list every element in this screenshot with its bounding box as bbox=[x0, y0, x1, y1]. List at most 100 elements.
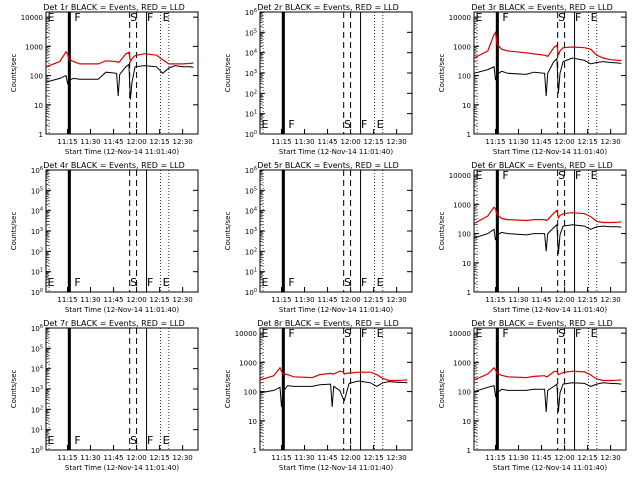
marker-label: F bbox=[575, 169, 581, 182]
y-axis-label: Counts/sec bbox=[438, 370, 446, 409]
chart-title: Det 3r BLACK = Events, RED = LLD bbox=[471, 3, 613, 12]
y-tick-label: 100 bbox=[458, 389, 471, 397]
marker-label: F bbox=[147, 11, 153, 24]
x-axis-label: Start Time (12-Nov-14 11:01:40) bbox=[65, 464, 179, 472]
chart-panel-1: Det 1r BLACK = Events, RED = LLD 1 10 100 10… bbox=[10, 3, 199, 156]
chart-panel-6: Det 6r BLACK = Events, RED = LLD 1 10 100 10… bbox=[438, 161, 627, 314]
marker-label: E bbox=[163, 434, 170, 447]
chart-panel-3: Det 3r BLACK = Events, RED = LLD 1 10 100 10… bbox=[438, 3, 627, 156]
y-tick-label: 102 bbox=[245, 89, 257, 98]
y-tick-label: 100 bbox=[458, 73, 471, 81]
y-tick-label: 106 bbox=[245, 8, 257, 17]
marker-label: E bbox=[163, 276, 170, 289]
marker-label: E bbox=[591, 327, 598, 340]
x-tick-label: 11:45 bbox=[103, 138, 123, 146]
marker-label: F bbox=[502, 327, 508, 340]
x-tick-label: 12:15 bbox=[364, 138, 384, 146]
chart-title: Det 5r BLACK = Events, RED = LLD bbox=[257, 161, 399, 170]
marker-label: S bbox=[344, 118, 351, 131]
marker-label: E bbox=[476, 327, 483, 340]
marker-label: E bbox=[262, 118, 269, 131]
series-events bbox=[473, 223, 622, 255]
y-tick-label: 104 bbox=[245, 207, 257, 216]
y-axis-label: Counts/sec bbox=[438, 212, 446, 251]
marker-label: S bbox=[130, 11, 137, 24]
x-tick-label: 11:15 bbox=[57, 138, 77, 146]
y-tick-label: 1000 bbox=[25, 43, 43, 51]
x-axis-label: Start Time (12-Nov-14 11:01:40) bbox=[493, 306, 607, 314]
y-axis-label: Counts/sec bbox=[10, 212, 18, 251]
series-events bbox=[45, 63, 194, 100]
marker-label: F bbox=[147, 434, 153, 447]
y-tick-label: 10 bbox=[34, 102, 43, 110]
marker-label: F bbox=[502, 169, 508, 182]
x-tick-label: 12:30 bbox=[387, 296, 407, 304]
x-axis-label: Start Time (12-Nov-14 11:01:40) bbox=[279, 306, 393, 314]
y-tick-label: 102 bbox=[31, 405, 43, 414]
marker-label: F bbox=[502, 11, 508, 24]
y-tick-label: 10 bbox=[248, 418, 257, 426]
plot-frame bbox=[473, 327, 627, 451]
y-tick-label: 106 bbox=[245, 166, 257, 175]
marker-label: E bbox=[377, 276, 384, 289]
marker-label: E bbox=[476, 169, 483, 182]
chart-title: Det 4r BLACK = Events, RED = LLD bbox=[43, 161, 185, 170]
chart-panel-9: Det 9r BLACK = Events, RED = LLD 1 10 100 10… bbox=[438, 319, 627, 472]
x-tick-label: 11:15 bbox=[485, 138, 505, 146]
x-axis-label: Start Time (12-Nov-14 11:01:40) bbox=[279, 464, 393, 472]
x-tick-label: 11:45 bbox=[317, 454, 337, 462]
x-tick-label: 12:30 bbox=[173, 454, 193, 462]
x-tick-label: 12:30 bbox=[601, 138, 621, 146]
chart-title: Det 9r BLACK = Events, RED = LLD bbox=[471, 319, 613, 328]
marker-label: E bbox=[48, 11, 55, 24]
y-tick-label: 100 bbox=[31, 288, 43, 297]
series-events bbox=[473, 57, 622, 97]
x-tick-label: 11:30 bbox=[508, 296, 528, 304]
marker-label: E bbox=[591, 11, 598, 24]
marker-label: F bbox=[575, 327, 581, 340]
marker-label: F bbox=[288, 276, 294, 289]
marker-label: S bbox=[344, 276, 351, 289]
x-tick-label: 11:30 bbox=[294, 138, 314, 146]
y-tick-label: 103 bbox=[31, 385, 43, 394]
plot-frame bbox=[45, 11, 199, 135]
x-tick-label: 12:00 bbox=[126, 454, 146, 462]
x-axis-label: Start Time (12-Nov-14 11:01:40) bbox=[493, 464, 607, 472]
y-tick-label: 10000 bbox=[235, 330, 257, 338]
x-tick-label: 11:45 bbox=[317, 296, 337, 304]
y-tick-label: 104 bbox=[31, 365, 43, 374]
marker-label: S bbox=[344, 327, 351, 340]
x-tick-label: 11:30 bbox=[80, 296, 100, 304]
x-axis-label: Start Time (12-Nov-14 11:01:40) bbox=[493, 148, 607, 156]
y-tick-label: 1 bbox=[39, 131, 43, 139]
x-tick-label: 11:30 bbox=[508, 138, 528, 146]
y-tick-label: 100 bbox=[245, 288, 257, 297]
marker-label: E bbox=[48, 276, 55, 289]
y-tick-label: 1000 bbox=[453, 359, 471, 367]
x-tick-label: 12:30 bbox=[173, 296, 193, 304]
marker-label: E bbox=[163, 11, 170, 24]
y-tick-label: 100 bbox=[31, 446, 43, 455]
y-tick-label: 100 bbox=[458, 231, 471, 239]
x-tick-label: 11:15 bbox=[57, 454, 77, 462]
x-tick-label: 12:15 bbox=[150, 454, 170, 462]
x-tick-label: 11:45 bbox=[531, 138, 551, 146]
x-tick-label: 11:30 bbox=[80, 138, 100, 146]
x-tick-label: 12:00 bbox=[126, 296, 146, 304]
chart-title: Det 2r BLACK = Events, RED = LLD bbox=[257, 3, 399, 12]
marker-label: E bbox=[48, 434, 55, 447]
x-tick-label: 11:45 bbox=[317, 138, 337, 146]
y-axis-label: Counts/sec bbox=[224, 370, 232, 409]
marker-label: E bbox=[262, 276, 269, 289]
chart-panel-2: Det 2r BLACK = Events, RED = LLD 100 101 10… bbox=[224, 3, 413, 156]
series-events bbox=[473, 382, 622, 413]
x-tick-label: 12:15 bbox=[578, 296, 598, 304]
marker-label: F bbox=[288, 327, 294, 340]
series-lld bbox=[473, 30, 622, 62]
y-tick-label: 104 bbox=[245, 49, 257, 58]
y-tick-label: 103 bbox=[245, 227, 257, 236]
y-tick-label: 101 bbox=[31, 268, 43, 277]
chart-panel-7: Det 7r BLACK = Events, RED = LLD 100 101 10… bbox=[10, 319, 199, 472]
y-tick-label: 1 bbox=[467, 289, 471, 297]
